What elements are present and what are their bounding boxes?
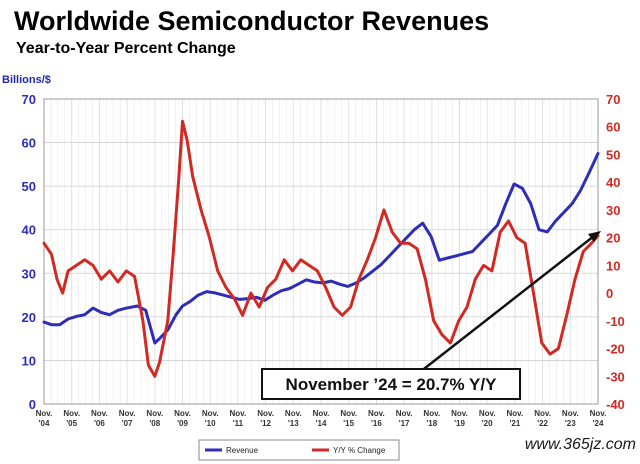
series-layer [42,119,600,378]
x-tick-label: Nov. [36,409,53,418]
y-right-tick-label: -30 [606,369,625,384]
x-tick-label: '17 [399,419,410,428]
y-right-tick-label: 70 [606,92,620,107]
legend-revenue-label: Revenue [226,446,259,455]
x-tick-label: '14 [316,419,327,428]
x-tick-label: '10 [205,419,216,428]
x-tick-label: '24 [593,419,604,428]
y-right-tick-label: 30 [606,203,620,218]
x-tick-label: Nov. [119,409,136,418]
revenue-line [42,152,600,345]
x-tick-label: Nov. [63,409,80,418]
y-right-tick-label: 60 [606,120,620,135]
x-tick-label: '13 [288,419,299,428]
x-tick-label: '20 [482,419,493,428]
y-left-tick-label: 30 [22,266,36,281]
x-tick-label: Nov. [451,409,468,418]
y-right-tick-label: 10 [606,258,620,273]
y-left-tick-label: 40 [22,223,36,238]
legend-box [198,439,400,461]
x-tick-label: '09 [177,419,188,428]
y-right-tick-label: 50 [606,147,620,162]
y-left-tick-label: 50 [22,179,36,194]
x-tick-label: '07 [122,419,133,428]
x-tick-label: Nov. [146,409,163,418]
x-tick-label: Nov. [202,409,219,418]
y-right-tick-label: -20 [606,342,625,357]
chart-subtitle: Year-to-Year Percent Change [16,40,236,57]
x-tick-label: Nov. [479,409,496,418]
x-tick-label: Nov. [257,409,274,418]
x-tick-label: '21 [509,419,520,428]
x-tick-label: Nov. [313,409,330,418]
legend: Revenue Y/Y % Change [198,439,400,461]
x-tick-label: '15 [343,419,354,428]
x-tick-label: '06 [94,419,105,428]
x-tick-label: Nov. [285,409,302,418]
y-left-tick-label: 10 [22,353,36,368]
chart-title: Worldwide Semiconductor Revenues [14,6,490,36]
watermark: www.365jz.com [524,436,636,453]
y-right-tick-label: 20 [606,231,620,246]
axis-layer: Nov.'04Nov.'05Nov.'06Nov.'07Nov.'08Nov.'… [22,92,625,428]
x-tick-label: '05 [66,419,77,428]
y-right-tick-label: -10 [606,314,625,329]
x-tick-label: '19 [454,419,465,428]
x-tick-label: Nov. [91,409,108,418]
annotation-box [261,368,521,400]
x-tick-label: Nov. [534,409,551,418]
x-tick-label: '12 [260,419,271,428]
y-left-tick-label: 20 [22,310,36,325]
legend-yoy-label: Y/Y % Change [333,446,386,455]
x-tick-label: '18 [426,419,437,428]
x-tick-label: Nov. [423,409,440,418]
x-tick-label: '08 [149,419,160,428]
arrowhead-icon [588,231,601,242]
x-tick-label: Nov. [396,409,413,418]
y-right-tick-label: 0 [606,286,613,301]
x-tick-label: '04 [39,419,50,428]
yoy-change-line [42,119,600,378]
annotation-layer: November ’24 = 20.7% Y/Y [261,231,601,400]
x-tick-label: '23 [565,419,576,428]
x-tick-label: Nov. [562,409,579,418]
x-tick-label: Nov. [340,409,357,418]
y-left-tick-label: 0 [29,397,36,412]
x-tick-label: Nov. [230,409,247,418]
annotation-text: November ’24 = 20.7% Y/Y [286,375,498,394]
x-tick-label: Nov. [368,409,385,418]
x-tick-label: '22 [537,419,548,428]
grid-layer [43,98,599,405]
x-tick-label: Nov. [507,409,524,418]
x-tick-label: '11 [233,419,244,428]
y-right-tick-label: 40 [606,175,620,190]
x-tick-label: '16 [371,419,382,428]
annotation-arrow [419,235,595,373]
plot-frame [43,98,599,405]
y-left-tick-label: 60 [22,136,36,151]
x-tick-label: Nov. [174,409,191,418]
y-right-tick-label: -40 [606,397,625,412]
x-tick-label: Nov. [590,409,607,418]
left-axis-unit: Billions/$ [2,74,51,86]
y-left-tick-label: 70 [22,92,36,107]
